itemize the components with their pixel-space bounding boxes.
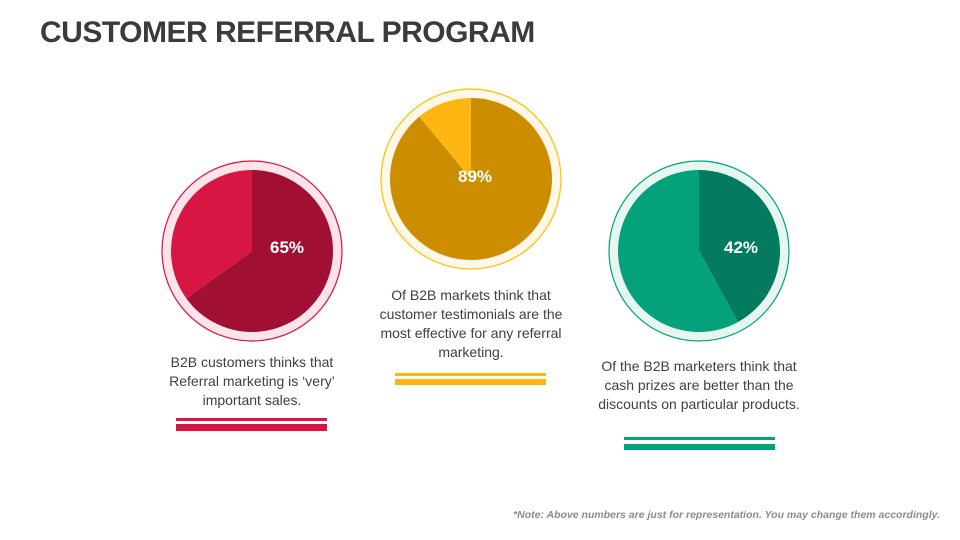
pie-slice-value-3 (699, 170, 780, 322)
pie-slice-remainder-3 (617, 170, 739, 332)
pie-label-3: 42% (724, 238, 758, 257)
description-2: Of B2B markets think that customer testi… (379, 287, 563, 360)
description-1: B2B customers thinks that Referral marke… (169, 354, 335, 408)
pie-slice-remainder-1 (171, 170, 252, 299)
slide-title: CUSTOMER REFERRAL PROGRAM (40, 16, 535, 49)
accent-line-1-thin (176, 418, 327, 421)
footnote: *Note: Above numbers are just for repres… (513, 509, 940, 521)
description-3: Of the B2B marketers think that cash pri… (598, 358, 800, 412)
accent-line-2-thick (395, 379, 546, 385)
accent-line-1-thick (176, 424, 327, 431)
accent-line-3-thick (624, 444, 775, 450)
pie-slice-value-1 (186, 170, 333, 332)
accent-line-2-thin (395, 373, 546, 376)
accent-line-3-thin (624, 437, 775, 440)
pie-slice-remainder-2 (419, 98, 471, 179)
pie-label-1: 65% (270, 238, 304, 257)
pie-label-2: 89% (458, 167, 492, 186)
